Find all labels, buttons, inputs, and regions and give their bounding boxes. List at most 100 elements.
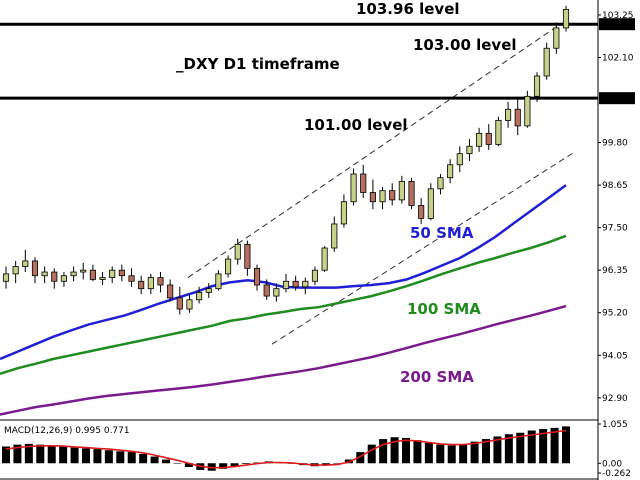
candle-body	[447, 164, 454, 179]
macd-label: MACD(12,26,9) 0.995 0.771	[4, 426, 130, 436]
candle-body	[273, 288, 280, 297]
sma200-label: 200 SMA	[400, 368, 474, 386]
candle-body	[408, 181, 415, 206]
candle-body	[89, 269, 96, 280]
candle-body	[118, 269, 125, 277]
macd-histogram-bar	[2, 446, 10, 464]
sma100-line	[0, 234, 567, 375]
candle-body	[398, 181, 405, 201]
candle-body	[292, 280, 299, 288]
macd-histogram-bar	[242, 463, 250, 464]
macd-histogram-bar	[516, 432, 525, 464]
macd-histogram-bar	[493, 436, 502, 464]
candle-body	[553, 27, 560, 49]
price-tick-label: 103.25	[602, 11, 634, 21]
chart-plot: 103.00 101.00	[0, 5, 635, 416]
macd-histogram-bar	[470, 441, 479, 464]
macd-tick-label: -0.262	[602, 469, 631, 479]
candle-body	[205, 288, 212, 293]
level-tag-label: 101.00	[601, 94, 633, 104]
macd-histogram-bar	[459, 444, 468, 464]
candle-body	[109, 269, 116, 278]
candle-body	[340, 201, 347, 225]
macd-tick-label: 1.055	[602, 420, 628, 430]
macd-histogram-bar	[139, 453, 148, 464]
price-tick-label: 94.05	[602, 351, 628, 361]
candle-body	[186, 299, 193, 310]
macd-histogram-bar	[219, 463, 228, 469]
candle-body	[51, 271, 58, 282]
candle-body	[437, 177, 444, 190]
candle-body	[157, 277, 164, 286]
candle-body	[263, 284, 270, 297]
candle-body	[31, 260, 39, 277]
price-tick-label: 102.10	[602, 53, 634, 63]
candle-body	[485, 132, 492, 145]
sma200-line	[0, 304, 567, 416]
macd-histogram-bar	[527, 430, 536, 464]
macd-histogram-bar	[482, 439, 490, 464]
macd-histogram-bar	[504, 434, 513, 464]
macd-histogram-bar	[104, 450, 113, 464]
macd-histogram-bar	[70, 447, 79, 464]
candle-body	[80, 269, 87, 273]
sma50-label: 50 SMA	[410, 224, 474, 242]
candles	[2, 5, 570, 315]
macd-histogram-bar	[59, 446, 68, 464]
candle-body	[360, 173, 367, 193]
macd-histogram-bar	[424, 442, 433, 464]
channel-upper-line	[187, 27, 556, 278]
candle-body	[12, 266, 19, 275]
sma-lines	[0, 184, 567, 416]
macd-histogram-bar	[230, 463, 239, 467]
price-tick-label: 99.80	[602, 139, 628, 149]
price-tick-label: 92.90	[602, 394, 628, 404]
candle-body	[311, 269, 319, 282]
candle-body	[138, 280, 145, 290]
macd-histogram-bar	[322, 463, 330, 466]
candle-body	[282, 280, 290, 290]
macd-histogram-bar	[356, 452, 365, 464]
macd-histogram-bar	[379, 439, 388, 464]
macd-histogram-bar	[184, 463, 193, 467]
level-103-96-label: 103.96 level	[356, 0, 460, 18]
level-103-00-label: 103.00 level	[413, 36, 517, 54]
candle-body	[350, 173, 357, 203]
candle-body	[215, 273, 222, 290]
level-tag-box	[599, 92, 635, 105]
level-lines: 103.00 101.00	[0, 18, 635, 105]
candle-body	[524, 95, 531, 127]
price-tick-label: 95.20	[602, 309, 628, 319]
candle-body	[41, 271, 48, 277]
macd-histogram-bar	[36, 444, 45, 464]
macd-histogram-bar	[367, 444, 376, 464]
macd-histogram-bar	[539, 429, 548, 464]
macd-histogram-bar	[333, 463, 342, 464]
candle-body	[321, 247, 328, 271]
candle-body	[543, 47, 550, 77]
macd-histogram-bar	[436, 444, 445, 464]
candle-body	[302, 280, 309, 288]
macd-histogram-bar	[47, 445, 56, 464]
macd-histogram-bar	[550, 427, 559, 464]
macd-histogram-bar	[24, 443, 33, 464]
macd-histogram-bar	[82, 448, 90, 464]
candle-body	[456, 153, 463, 166]
symbol-timeframe-label: _DXY D1 timeframe	[176, 55, 340, 73]
candle-body	[2, 273, 10, 282]
macd-histogram-bar	[173, 463, 182, 464]
level-tag-box	[599, 18, 635, 31]
candle-body	[60, 275, 67, 282]
macd-histogram-bar	[93, 449, 102, 464]
candle-body	[514, 108, 521, 127]
candle-body	[369, 192, 376, 203]
candle-body	[389, 190, 396, 201]
candle-body	[70, 271, 77, 277]
candle-body	[99, 277, 106, 280]
price-tick-label: 97.50	[602, 224, 628, 234]
candle-body	[234, 243, 241, 260]
macd-histogram-bar	[13, 444, 22, 464]
level-tag-label: 103.00	[601, 20, 633, 30]
candle-body	[147, 277, 154, 290]
